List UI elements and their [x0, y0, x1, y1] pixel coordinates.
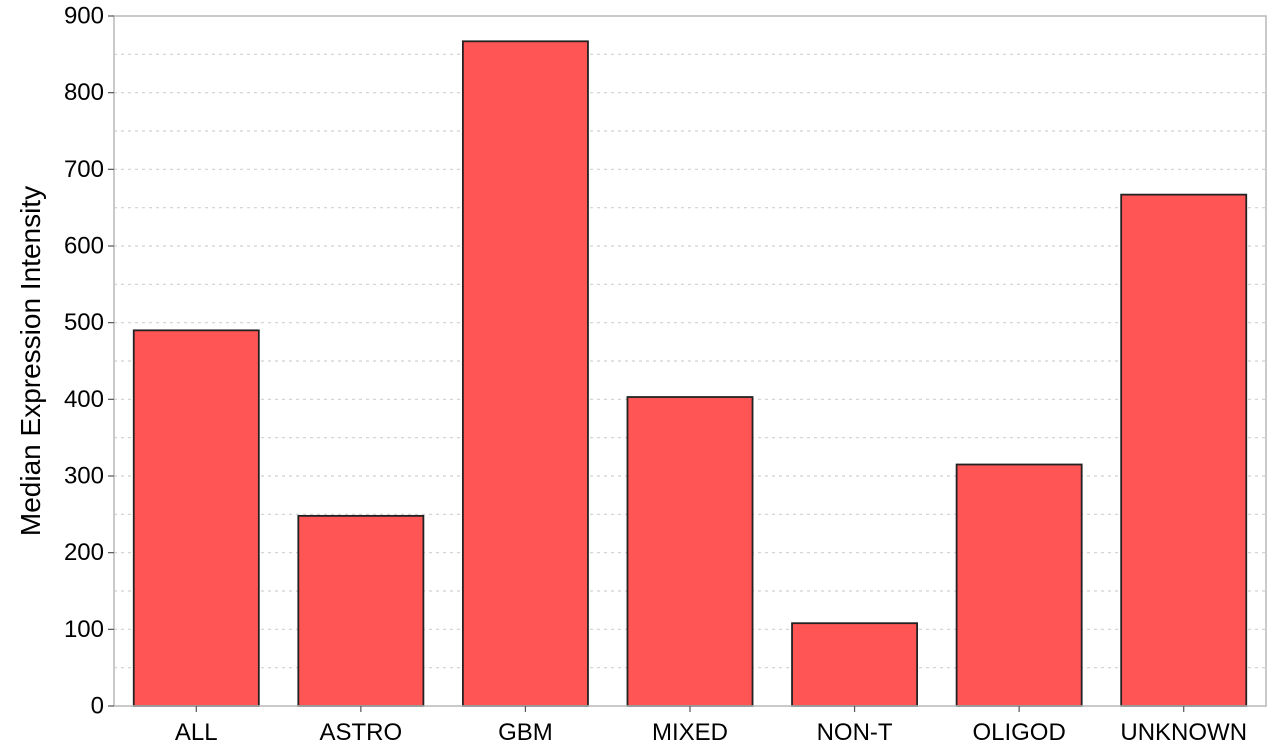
bars: [132, 40, 1248, 707]
y-tick-label: 400: [64, 386, 104, 413]
y-tick-label: 600: [64, 233, 104, 260]
y-tick-label: 700: [64, 156, 104, 183]
y-tick-label: 500: [64, 309, 104, 336]
y-tick-label: 300: [64, 463, 104, 490]
x-tick-label-gbm: GBM: [498, 719, 553, 746]
x-axis-ticks: ALL ASTRO GBM MIXED NON-T OLIGOD UNKNOWN: [175, 706, 1247, 746]
y-axis-title: Median Expression Intensity: [15, 186, 46, 536]
y-tick-label: 900: [64, 3, 104, 30]
x-tick-label-oligod: OLIGOD: [972, 719, 1065, 746]
bar-unknown: [1120, 193, 1248, 707]
bar-astro: [297, 514, 425, 707]
y-tick-label: 100: [64, 616, 104, 643]
x-tick-label-astro: ASTRO: [320, 719, 403, 746]
x-tick-label-mixed: MIXED: [652, 719, 728, 746]
y-tick-label: 0: [91, 693, 104, 720]
x-tick-label-unknown: UNKNOWN: [1120, 719, 1247, 746]
y-tick-label: 800: [64, 79, 104, 106]
bar-mixed: [626, 396, 754, 707]
bar-gbm: [461, 40, 589, 707]
bar-oligod: [955, 463, 1083, 707]
bar-all: [132, 329, 260, 707]
x-tick-label-non-t: NON-T: [817, 719, 893, 746]
bar-non-t: [791, 622, 919, 707]
y-axis-ticks: 0 100 200 300 400 500 600 700 800 900: [64, 3, 114, 720]
y-tick-label: 200: [64, 539, 104, 566]
x-tick-label-all: ALL: [175, 719, 218, 746]
